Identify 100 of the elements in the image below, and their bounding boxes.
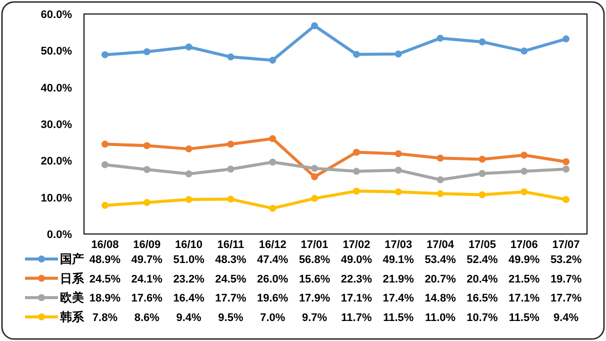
point bbox=[269, 158, 276, 166]
data-label: 48.9% bbox=[89, 254, 121, 266]
point bbox=[227, 196, 234, 203]
data-label: 9.7% bbox=[302, 312, 328, 324]
data-label: 20.7% bbox=[424, 273, 456, 286]
point bbox=[185, 145, 192, 152]
legend-label: 国产 bbox=[60, 252, 84, 266]
data-label: 16.5% bbox=[466, 292, 498, 305]
point bbox=[227, 140, 234, 148]
data-label: 11.5% bbox=[383, 312, 414, 324]
point bbox=[311, 173, 318, 180]
data-label: 21.5% bbox=[508, 273, 540, 286]
point bbox=[436, 34, 444, 42]
data-label: 9.5% bbox=[218, 312, 244, 324]
point bbox=[436, 154, 444, 162]
point bbox=[520, 152, 528, 159]
data-label: 11.0% bbox=[424, 312, 456, 324]
point bbox=[352, 188, 360, 195]
data-label: 49.9% bbox=[508, 254, 540, 266]
point bbox=[520, 188, 528, 196]
data-label: 20.4% bbox=[466, 273, 498, 286]
point bbox=[185, 44, 192, 50]
point bbox=[311, 164, 318, 172]
point bbox=[143, 166, 150, 173]
data-label: 15.6% bbox=[298, 273, 330, 286]
data-label: 17.1% bbox=[340, 292, 372, 305]
point bbox=[478, 38, 486, 46]
x-tick-label: 17/05 bbox=[468, 239, 496, 251]
point bbox=[436, 176, 444, 184]
y-tick-label: 30.0% bbox=[40, 119, 72, 131]
data-label: 49.1% bbox=[382, 254, 414, 266]
point bbox=[562, 158, 570, 166]
x-tick-label: 17/02 bbox=[342, 239, 370, 251]
point bbox=[352, 50, 360, 58]
data-label: 17.7% bbox=[550, 292, 582, 305]
y-tick-label: 10.0% bbox=[40, 192, 72, 204]
data-label: 48.3% bbox=[215, 254, 247, 266]
data-label: 9.4% bbox=[554, 312, 579, 324]
data-label: 7.0% bbox=[260, 312, 286, 324]
data-label: 52.4% bbox=[466, 254, 498, 266]
y-tick-label: 0.0% bbox=[46, 229, 72, 241]
point bbox=[101, 51, 108, 58]
data-label: 17.6% bbox=[131, 292, 163, 305]
point bbox=[227, 53, 234, 60]
point bbox=[227, 166, 234, 173]
data-label: 23.2% bbox=[173, 273, 205, 286]
data-label: 7.8% bbox=[92, 312, 118, 324]
data-label: 10.7% bbox=[466, 312, 498, 324]
point bbox=[269, 56, 276, 64]
x-tick-label: 17/03 bbox=[384, 239, 412, 251]
y-tick-label: 40.0% bbox=[40, 82, 72, 94]
point bbox=[269, 204, 276, 212]
point bbox=[101, 140, 108, 148]
data-label: 17.7% bbox=[215, 292, 247, 305]
data-label: 26.0% bbox=[257, 273, 288, 286]
x-tick-label: 16/11 bbox=[217, 239, 244, 251]
data-label: 17.9% bbox=[298, 292, 330, 305]
legend-label: 日系 bbox=[60, 271, 85, 286]
data-label: 19.6% bbox=[257, 292, 288, 305]
point bbox=[143, 48, 150, 56]
point bbox=[269, 135, 276, 142]
point bbox=[185, 196, 192, 204]
point bbox=[394, 50, 402, 58]
x-tick-label: 16/09 bbox=[133, 239, 161, 251]
point bbox=[478, 156, 486, 163]
data-label: 18.9% bbox=[89, 292, 121, 305]
data-label: 53.4% bbox=[424, 254, 456, 266]
data-label: 49.7% bbox=[131, 254, 163, 266]
x-tick-label: 16/12 bbox=[258, 239, 286, 251]
data-label: 19.7% bbox=[550, 273, 582, 286]
data-label: 8.6% bbox=[134, 312, 160, 324]
point bbox=[352, 148, 360, 156]
data-label: 24.5% bbox=[215, 273, 247, 286]
point bbox=[562, 196, 570, 204]
x-tick-label: 17/01 bbox=[300, 239, 328, 251]
point bbox=[143, 198, 150, 206]
data-label: 11.5% bbox=[508, 312, 540, 324]
point bbox=[352, 168, 360, 175]
point bbox=[478, 170, 486, 177]
point bbox=[394, 188, 402, 196]
data-label: 17.1% bbox=[508, 292, 540, 305]
point bbox=[394, 150, 402, 158]
data-label: 24.5% bbox=[89, 273, 121, 286]
data-label: 51.0% bbox=[173, 254, 205, 266]
data-label: 22.3% bbox=[340, 273, 372, 286]
point bbox=[101, 161, 108, 168]
data-label: 14.8% bbox=[424, 292, 456, 305]
legend-label: 欧美 bbox=[60, 290, 84, 305]
x-tick-label: 16/08 bbox=[91, 239, 119, 251]
data-label: 21.9% bbox=[382, 273, 414, 286]
data-label: 11.7% bbox=[341, 312, 372, 324]
data-label: 16.4% bbox=[173, 292, 205, 305]
point bbox=[562, 35, 570, 42]
point bbox=[101, 202, 108, 209]
point bbox=[185, 170, 192, 178]
point bbox=[562, 166, 570, 173]
point bbox=[520, 168, 528, 175]
y-tick-label: 60.0% bbox=[40, 9, 72, 21]
x-tick-label: 17/07 bbox=[552, 239, 580, 251]
data-label: 49.0% bbox=[340, 254, 372, 266]
